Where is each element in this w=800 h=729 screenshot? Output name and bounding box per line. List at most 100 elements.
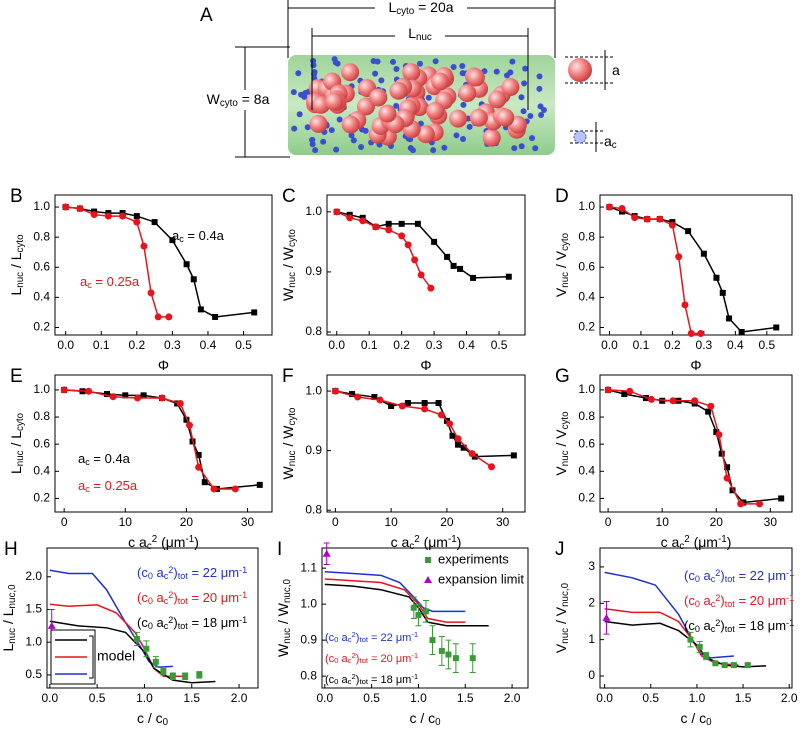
text-segment: -1 [239,565,247,575]
chart: F 0 10 20 30 0.8 0.9 1.0 c ac2 (μm-1) Wnuc / Wcyt… [280,366,526,552]
marker [322,549,331,557]
annotation: (c0 ac2)tot = 18 μm-1 [137,615,247,631]
marker [133,213,140,220]
marker [471,453,478,460]
text-segment: ) [720,618,724,633]
plot-frame [54,194,273,336]
panel-label: I [277,539,282,560]
text-segment: ) [356,653,360,665]
x-tick-label: 0.0 [601,338,618,352]
text-segment: nuc,0 [7,584,18,609]
marker [435,399,442,406]
crowder [308,137,315,144]
x-tick-label: 0.5 [235,338,252,352]
x-tick-label: 0.2 [128,338,145,352]
marker [721,662,728,669]
chromatin-bead [482,128,501,147]
marker [707,402,715,410]
x-tick-label: 20 [710,515,724,529]
marker [251,309,258,316]
y-tick-label: 2.0 [25,569,42,583]
text-segment: c / c [409,710,435,726]
marker [147,289,155,297]
series-line [607,389,782,504]
text-segment: ) [173,615,177,630]
marker [505,273,512,280]
crowder [432,58,439,65]
x-tick-label: 20 [440,515,454,529]
text-segment: W [207,91,221,107]
chromatin-bead [402,63,421,82]
text-segment: -1 [718,534,727,545]
crowder [358,143,365,150]
x-axis-label: Φ [690,357,701,373]
crowder [529,135,536,142]
marker [687,636,694,643]
marker [404,399,411,406]
x-tick-label: 30 [496,515,510,529]
text-segment: Φ [420,357,431,373]
x-tick-label: 1.0 [689,691,706,705]
x-tick-label: 1.5 [183,691,200,705]
y-tick-label: 0 [588,668,595,682]
marker [438,647,445,654]
text-segment: 2 [351,630,355,639]
text-segment: cyto [560,232,571,251]
marker [602,613,611,621]
text-segment: -1 [411,651,418,660]
crowder [460,136,467,143]
chromatin-bead [458,84,477,103]
annotation: ac = 0.25a [80,274,140,290]
crowder [350,137,357,144]
text-segment: / W [280,425,296,451]
chromatin-bead [369,88,388,107]
text-segment: ) [194,534,199,550]
marker [47,621,56,629]
marker [197,306,204,313]
x-tick-label: 0.5 [89,691,106,705]
marker [160,668,167,675]
crowder [520,108,527,115]
y-tick-label: 0.8 [33,229,50,243]
text-segment: 2 [168,565,173,575]
length-label: Lcyto = 20a [388,0,453,17]
marker [446,420,454,428]
text-segment: 0 [695,599,700,609]
chromatin-bead [341,63,360,82]
text-segment: Φ [158,357,169,373]
text-segment: = 8a [238,91,270,107]
marker [359,217,367,225]
annotation: (c0 ac2)tot = 20 μm-1 [325,651,418,666]
text-segment: 0 [163,717,169,728]
marker [376,396,384,404]
legend-label: expansion limit [438,571,524,586]
x-tick-label: 0.2 [664,338,681,352]
crowder [441,144,448,151]
x-tick-label: 0 [332,515,339,529]
text-segment: 2 [168,590,173,600]
text-segment: L [8,466,24,474]
y-tick-label: 0.8 [300,668,317,682]
text-segment: ) [173,565,177,580]
chromatin-bead [496,108,515,127]
marker [398,220,405,227]
marker [122,392,129,399]
plot-frame [599,194,793,336]
series-line [336,211,432,289]
crowder [511,145,518,152]
text-segment: (c [325,632,335,644]
text-segment: 2 [168,615,173,625]
marker [705,408,712,415]
marker [169,237,176,244]
text-segment: a [700,593,712,608]
x-tick-label: 30 [241,515,255,529]
chromatin-bead [325,92,344,111]
marker [744,662,751,669]
y-tick-label: 0.5 [25,667,42,681]
text-segment: ) [356,632,360,644]
width-label: Wcyto = 8a [207,91,270,109]
text-segment: 2 [715,568,720,578]
marker [333,208,341,216]
marker [510,452,517,459]
x-axis-label: c / c0 [137,710,169,728]
